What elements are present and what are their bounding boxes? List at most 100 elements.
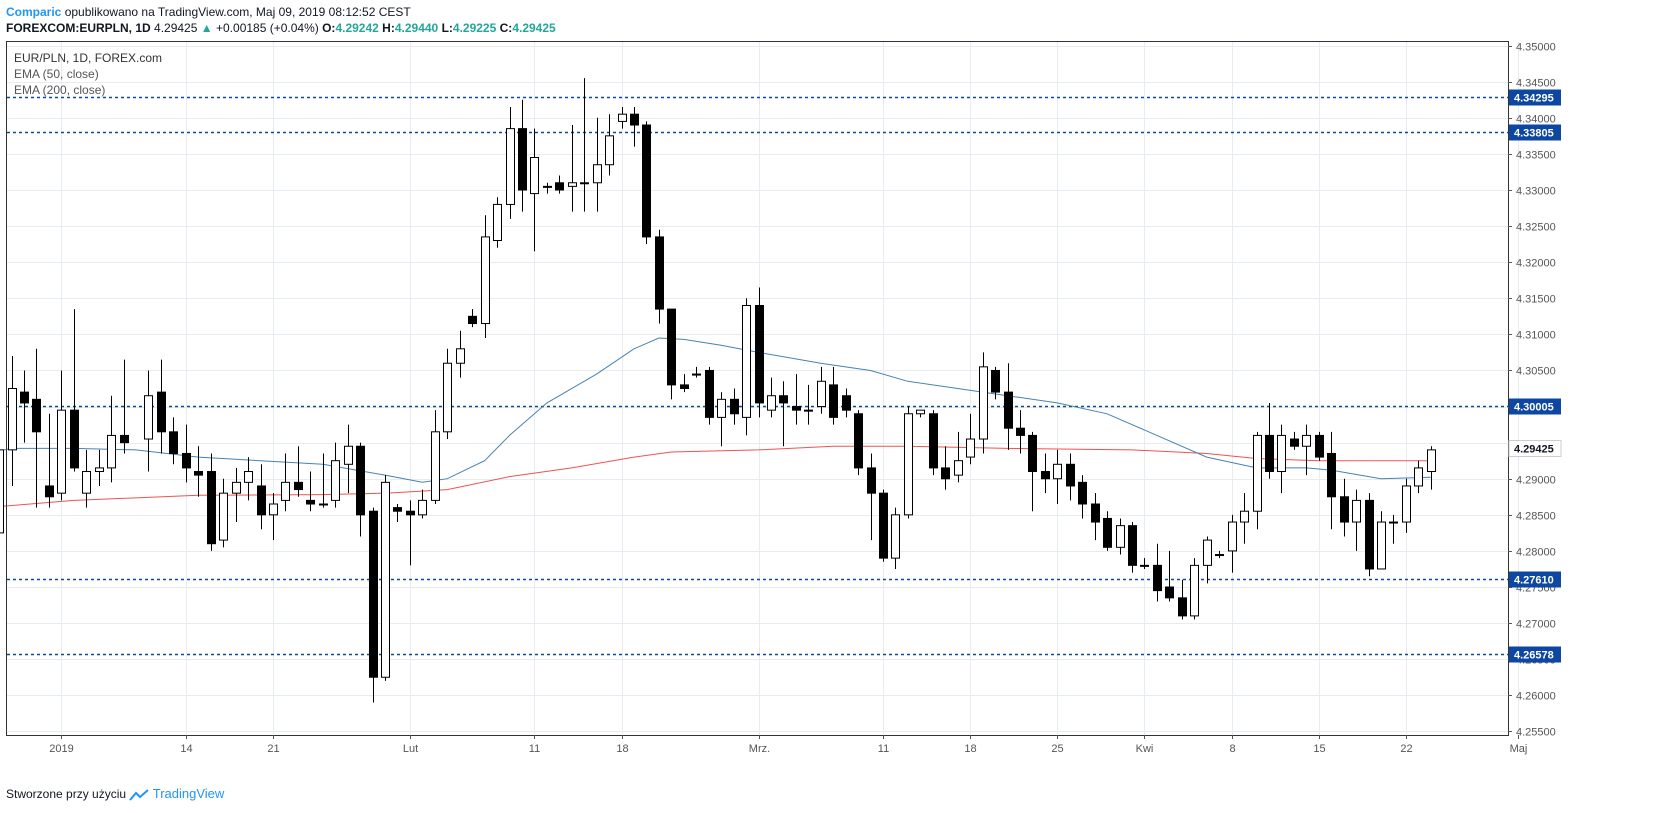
ema50-line [0, 337, 1431, 483]
level-price-label: 4.27610 [1514, 575, 1554, 587]
candle-body-bear [792, 406, 801, 411]
x-tick-label: 14 [180, 743, 192, 755]
last-price: 4.29425 [154, 21, 198, 35]
candle [1215, 550, 1224, 559]
candle-body-bull [493, 203, 502, 242]
current-price-tag [1508, 440, 1562, 457]
candle-body-bear [207, 471, 216, 545]
candle [70, 309, 79, 472]
y-tick-label: 4.33000 [1516, 186, 1556, 198]
candle [954, 431, 963, 483]
candle [1128, 522, 1137, 573]
candle-body-bear [779, 395, 788, 404]
candle [1340, 478, 1349, 537]
level-price-tag [1509, 398, 1561, 415]
price-axis[interactable]: 4.255004.260004.265004.270004.275004.280… [1508, 42, 1562, 739]
candle-body-bull [817, 380, 826, 408]
candle [232, 467, 241, 523]
candle-body-bull [1389, 521, 1398, 524]
candle [829, 366, 838, 425]
candle-body-bear [1153, 564, 1162, 592]
candle-body-bear [468, 315, 477, 325]
candle-body-bear [306, 499, 315, 505]
candle [1016, 410, 1025, 454]
candle [1078, 475, 1087, 519]
publish-info: Comparic opublikowano na TradingView.com… [6, 4, 411, 20]
candle [1053, 449, 1062, 504]
candle-body-bear [1290, 438, 1299, 447]
candle [1091, 493, 1100, 541]
candle-body-bull [580, 182, 589, 185]
candle [755, 287, 764, 418]
candle-body-bear [642, 124, 651, 238]
candle [1427, 446, 1436, 490]
candle-body-bull [804, 409, 813, 412]
candle-body-bull [344, 445, 353, 465]
candle [717, 392, 726, 447]
legend: EUR/PLN, 1D, FOREX.com EMA (50, close) E… [14, 51, 162, 97]
candle [1028, 431, 1037, 512]
low-label: L: [441, 21, 453, 35]
candle-body-bull [269, 503, 278, 516]
y-tick-label: 4.34500 [1516, 78, 1556, 90]
candle [1103, 511, 1112, 551]
candle [518, 99, 527, 212]
plot-border [6, 41, 1509, 736]
level-price-label: 4.33805 [1514, 128, 1554, 140]
candle [157, 359, 166, 454]
legend-ema200: EMA (200, close) [14, 83, 105, 97]
grid [7, 42, 1519, 735]
x-tick-label: 2019 [49, 743, 73, 755]
candle [1153, 543, 1162, 602]
candle-body-bull [506, 128, 515, 205]
candle [543, 182, 552, 194]
candle-body-bear [1165, 586, 1174, 599]
candle [1178, 579, 1187, 620]
candle [730, 388, 739, 425]
candle [82, 449, 91, 508]
candle-body-bull [244, 471, 253, 483]
candle-body-bull [954, 460, 963, 476]
footer: Stworzone przy użyciu TradingView [6, 786, 224, 802]
candle [431, 410, 440, 504]
candle [1290, 431, 1299, 450]
y-tick-label: 4.32500 [1516, 222, 1556, 234]
level-price-tag [1509, 646, 1561, 663]
candle [1265, 402, 1274, 479]
candle [580, 78, 589, 212]
y-tick-label: 4.31000 [1516, 330, 1556, 342]
candle-body-bear [1078, 481, 1087, 505]
candle-body-bear [867, 467, 876, 494]
candle-body-bull [966, 438, 975, 458]
author-link[interactable]: Comparic [6, 5, 62, 19]
candle-body-bear [1016, 427, 1025, 436]
candle [1315, 431, 1324, 461]
candle-body-bull [543, 185, 552, 188]
footer-text: Stworzone przy użyciu [6, 787, 127, 801]
candle [20, 370, 29, 443]
y-tick-label: 4.33500 [1516, 150, 1556, 162]
candle-body-bull [979, 366, 988, 440]
y-tick-label: 4.34000 [1516, 114, 1556, 126]
candle [381, 475, 390, 681]
candle-body-bull [481, 236, 490, 325]
x-tick-label: 25 [1051, 743, 1063, 755]
candle-body-bear [755, 304, 764, 404]
candle-body-bear [1315, 434, 1324, 458]
price-change: +0.00185 (+0.04%) [216, 21, 319, 35]
low-value: 4.29225 [452, 21, 497, 35]
candle-body-bull [1053, 463, 1062, 480]
candle-body-bull [605, 135, 614, 166]
candle-body-bull [742, 304, 751, 418]
x-tick-label: 15 [1313, 743, 1325, 755]
candle [779, 381, 788, 447]
x-tick-label: 22 [1400, 743, 1412, 755]
tradingview-link[interactable]: TradingView [152, 786, 225, 801]
y-tick-label: 4.30500 [1516, 366, 1556, 378]
y-tick-label: 4.25500 [1516, 727, 1556, 739]
candle [1190, 558, 1199, 620]
candle [120, 359, 129, 454]
level-price-label: 4.34295 [1514, 93, 1554, 105]
